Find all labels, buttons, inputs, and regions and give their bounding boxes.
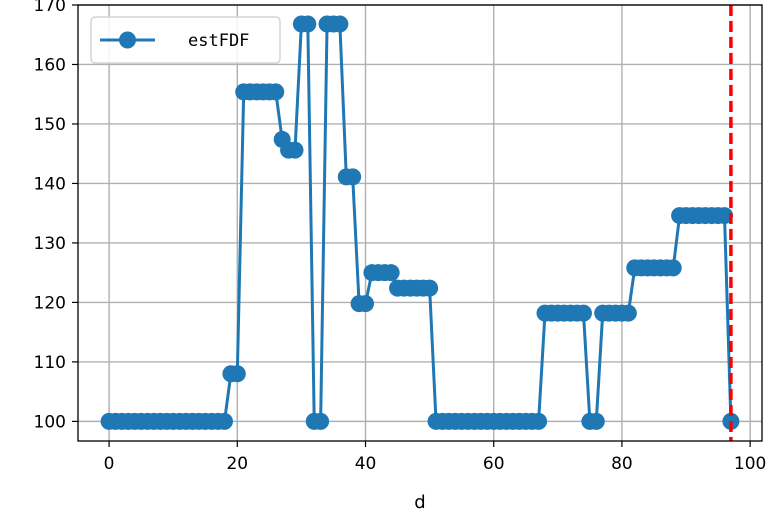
data-point bbox=[715, 207, 733, 225]
data-point bbox=[228, 365, 246, 383]
data-point bbox=[587, 412, 605, 430]
y-tick-label: 160 bbox=[34, 55, 66, 75]
legend-label: estFDF bbox=[188, 31, 249, 51]
data-point bbox=[421, 279, 439, 297]
data-point bbox=[215, 412, 233, 430]
x-tick-label: 40 bbox=[355, 454, 377, 474]
x-tick-label: 100 bbox=[734, 454, 766, 474]
plot-area bbox=[100, 5, 740, 441]
y-tick-label: 170 bbox=[34, 0, 66, 16]
data-point bbox=[664, 259, 682, 277]
legend-marker-swatch bbox=[119, 31, 136, 49]
y-tick-label: 120 bbox=[34, 293, 66, 313]
y-tick-label: 140 bbox=[34, 174, 66, 194]
legend-box bbox=[90, 16, 281, 64]
x-tick-label: 60 bbox=[483, 454, 505, 474]
x-tick-label: 80 bbox=[611, 454, 633, 474]
legend: estFDF bbox=[90, 16, 281, 64]
y-tick-label: 100 bbox=[34, 412, 66, 432]
data-point bbox=[574, 304, 592, 322]
x-tick-label: 0 bbox=[104, 454, 115, 474]
data-point bbox=[357, 295, 375, 313]
axes-frame bbox=[77, 4, 763, 442]
data-point bbox=[530, 412, 548, 430]
grid bbox=[78, 4, 762, 441]
data-point bbox=[286, 141, 304, 159]
axes: 0 20 40 60 80 100 100 110 120 130 140 150 160 170 bbox=[34, 0, 767, 474]
y-tick-label: 110 bbox=[34, 353, 66, 373]
y-tick-label: 130 bbox=[34, 234, 66, 254]
data-point bbox=[331, 15, 349, 33]
data-point bbox=[267, 83, 285, 101]
x-tick-label: 20 bbox=[226, 454, 248, 474]
y-tick-label: 150 bbox=[34, 115, 66, 135]
data-point bbox=[299, 15, 317, 33]
data-point bbox=[619, 304, 637, 322]
data-point bbox=[382, 264, 400, 282]
x-axis-label: d bbox=[414, 492, 425, 512]
data-point bbox=[312, 412, 330, 430]
data-point bbox=[344, 168, 362, 186]
